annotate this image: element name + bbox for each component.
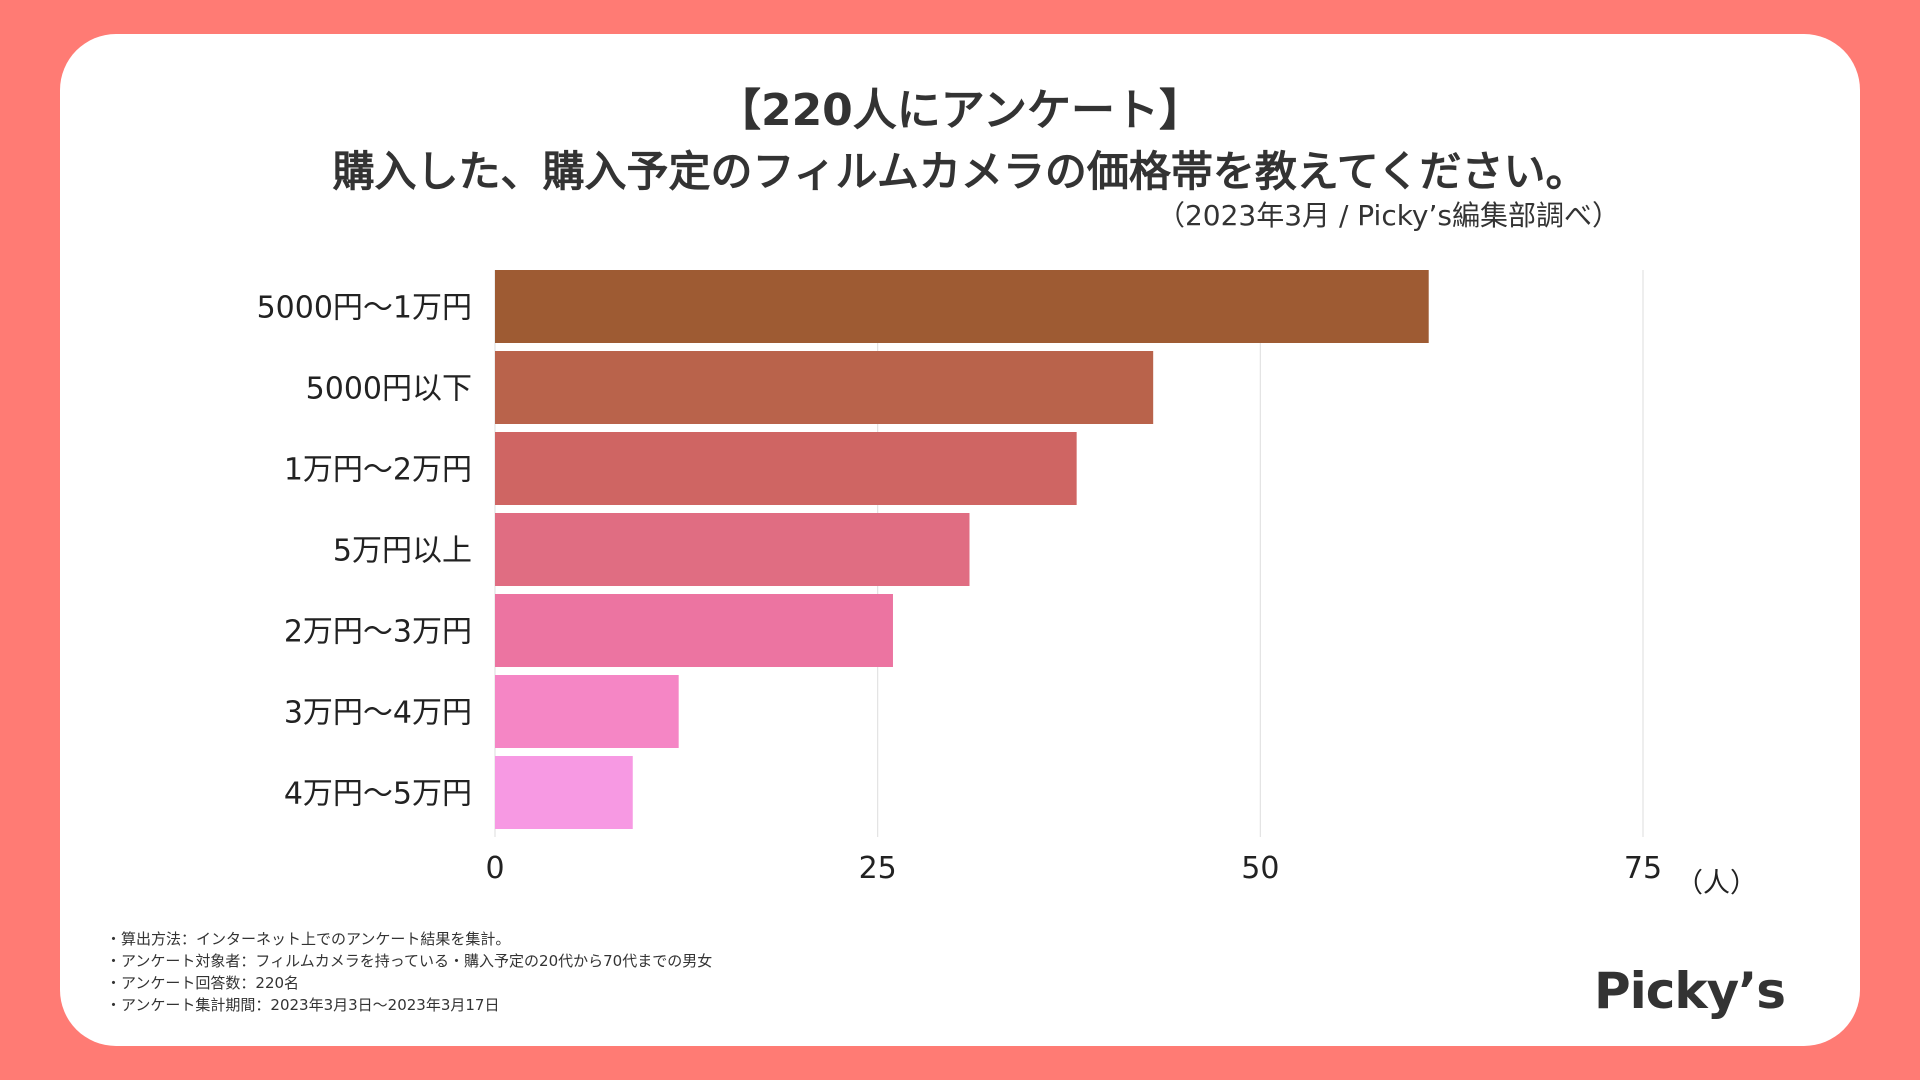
x-tick-label-3: 75 bbox=[1624, 851, 1662, 886]
bar-0 bbox=[495, 270, 1429, 343]
note-count: ・アンケート回答数：220名 bbox=[106, 974, 300, 992]
category-label-1: 5000円以下 bbox=[306, 372, 472, 407]
category-label-0: 5000円〜1万円 bbox=[257, 291, 472, 326]
bar-1 bbox=[495, 351, 1154, 424]
bar-2 bbox=[495, 432, 1077, 505]
x-axis-unit: （人） bbox=[1676, 868, 1757, 899]
bar-4 bbox=[495, 594, 893, 667]
chart-title-line2: 購入した、購入予定のフィルムカメラの価格帯を教えてください。 bbox=[332, 147, 1588, 196]
x-tick-label-2: 50 bbox=[1241, 851, 1279, 886]
chart-subtitle: （2023年3月 / Picky’s編集部調べ） bbox=[1156, 199, 1620, 232]
notes-list: ・算出方法：インターネット上でのアンケート結果を集計。 ・アンケート対象者：フィ… bbox=[106, 928, 712, 1016]
category-label-5: 3万円〜4万円 bbox=[284, 696, 472, 731]
x-tick-label-0: 0 bbox=[485, 851, 504, 886]
chart-card: 【220人にアンケート】 購入した、購入予定のフィルムカメラの価格帯を教えてくだ… bbox=[60, 34, 1860, 1046]
x-tick-label-1: 25 bbox=[859, 851, 897, 886]
note-method: ・算出方法：インターネット上でのアンケート結果を集計。 bbox=[106, 930, 511, 948]
note-target: ・アンケート対象者：フィルムカメラを持っている・購入予定の20代から70代までの… bbox=[106, 952, 713, 970]
category-label-2: 1万円〜2万円 bbox=[284, 453, 472, 488]
note-period: ・アンケート集計期間：2023年3月3日〜2023年3月17日 bbox=[106, 996, 500, 1014]
picky-logo: Picky’s bbox=[1593, 962, 1786, 1020]
bar-5 bbox=[495, 675, 679, 748]
category-label-3: 5万円以上 bbox=[333, 534, 472, 569]
chart-title-line1: 【220人にアンケート】 bbox=[716, 85, 1204, 136]
bar-6 bbox=[495, 756, 633, 829]
category-label-6: 4万円〜5万円 bbox=[284, 777, 472, 812]
category-label-4: 2万円〜3万円 bbox=[284, 615, 472, 650]
bar-3 bbox=[495, 513, 970, 586]
